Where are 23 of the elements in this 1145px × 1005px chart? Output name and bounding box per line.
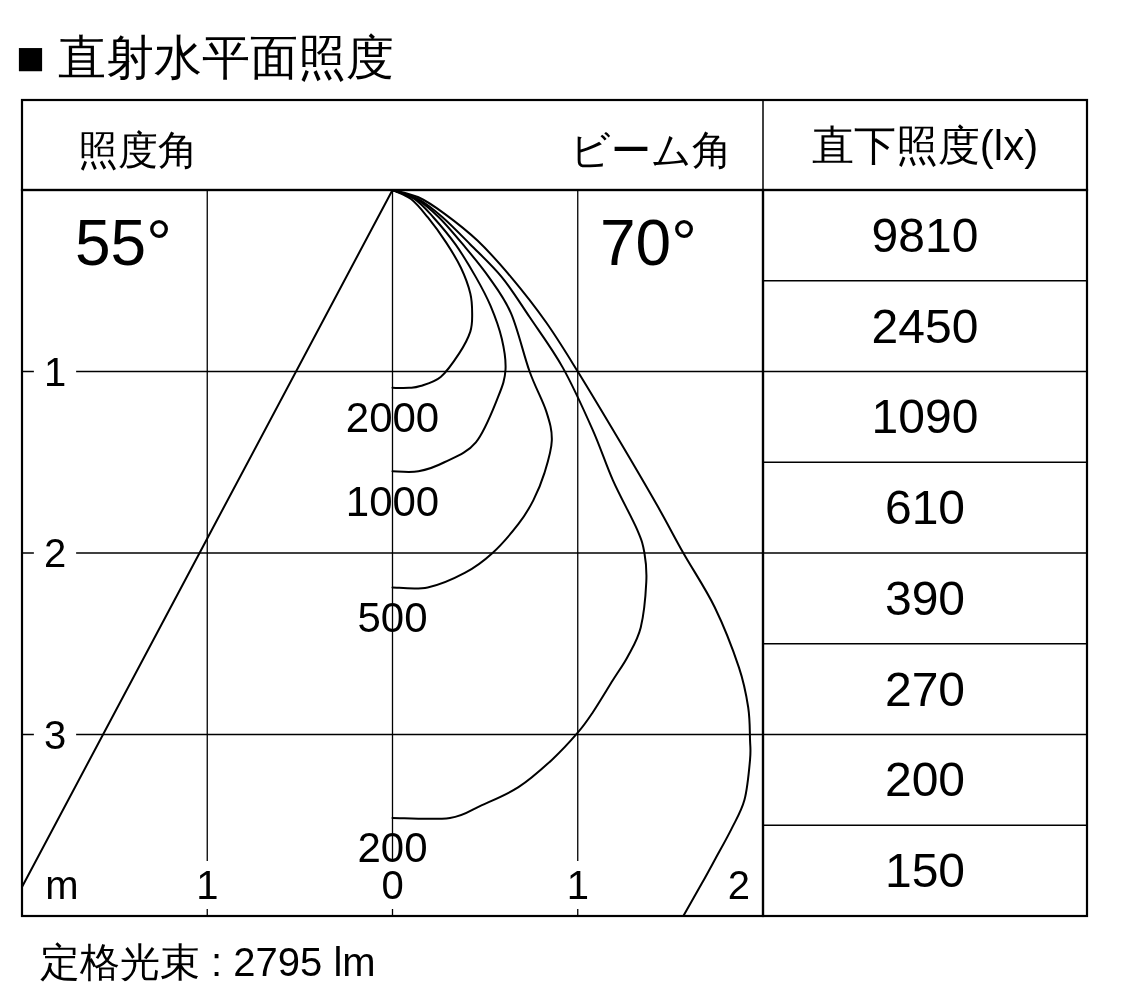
data-label: 2450 xyxy=(871,299,979,353)
y-tick: 2 xyxy=(43,531,67,575)
x-tick: 1 xyxy=(196,863,219,907)
data-label: 270 xyxy=(884,662,966,716)
x-tick: 1 xyxy=(566,863,589,907)
annotation: 照度角 xyxy=(78,128,198,172)
x-label: m xyxy=(45,863,79,907)
data-label: 9810 xyxy=(871,208,979,262)
title: ■ 直射水平面照度 xyxy=(16,30,395,84)
data-label: 200 xyxy=(884,753,966,807)
annotation: ビーム角 xyxy=(570,128,732,172)
x-tick: 0 xyxy=(381,863,404,907)
y-tick: 1 xyxy=(43,349,67,394)
data-label: 150 xyxy=(884,844,966,898)
annotation: 70° xyxy=(600,207,697,279)
data-label: 1090 xyxy=(871,390,979,444)
y-tick: 3 xyxy=(43,712,67,757)
annotation: 55° xyxy=(75,207,172,279)
data-label: 390 xyxy=(884,571,966,625)
annotation: 定格光束 : 2795 lm xyxy=(40,940,376,984)
title: 直下照度(lx) xyxy=(811,121,1039,169)
x-tick: 2 xyxy=(727,863,750,907)
data-label: 610 xyxy=(884,481,966,535)
